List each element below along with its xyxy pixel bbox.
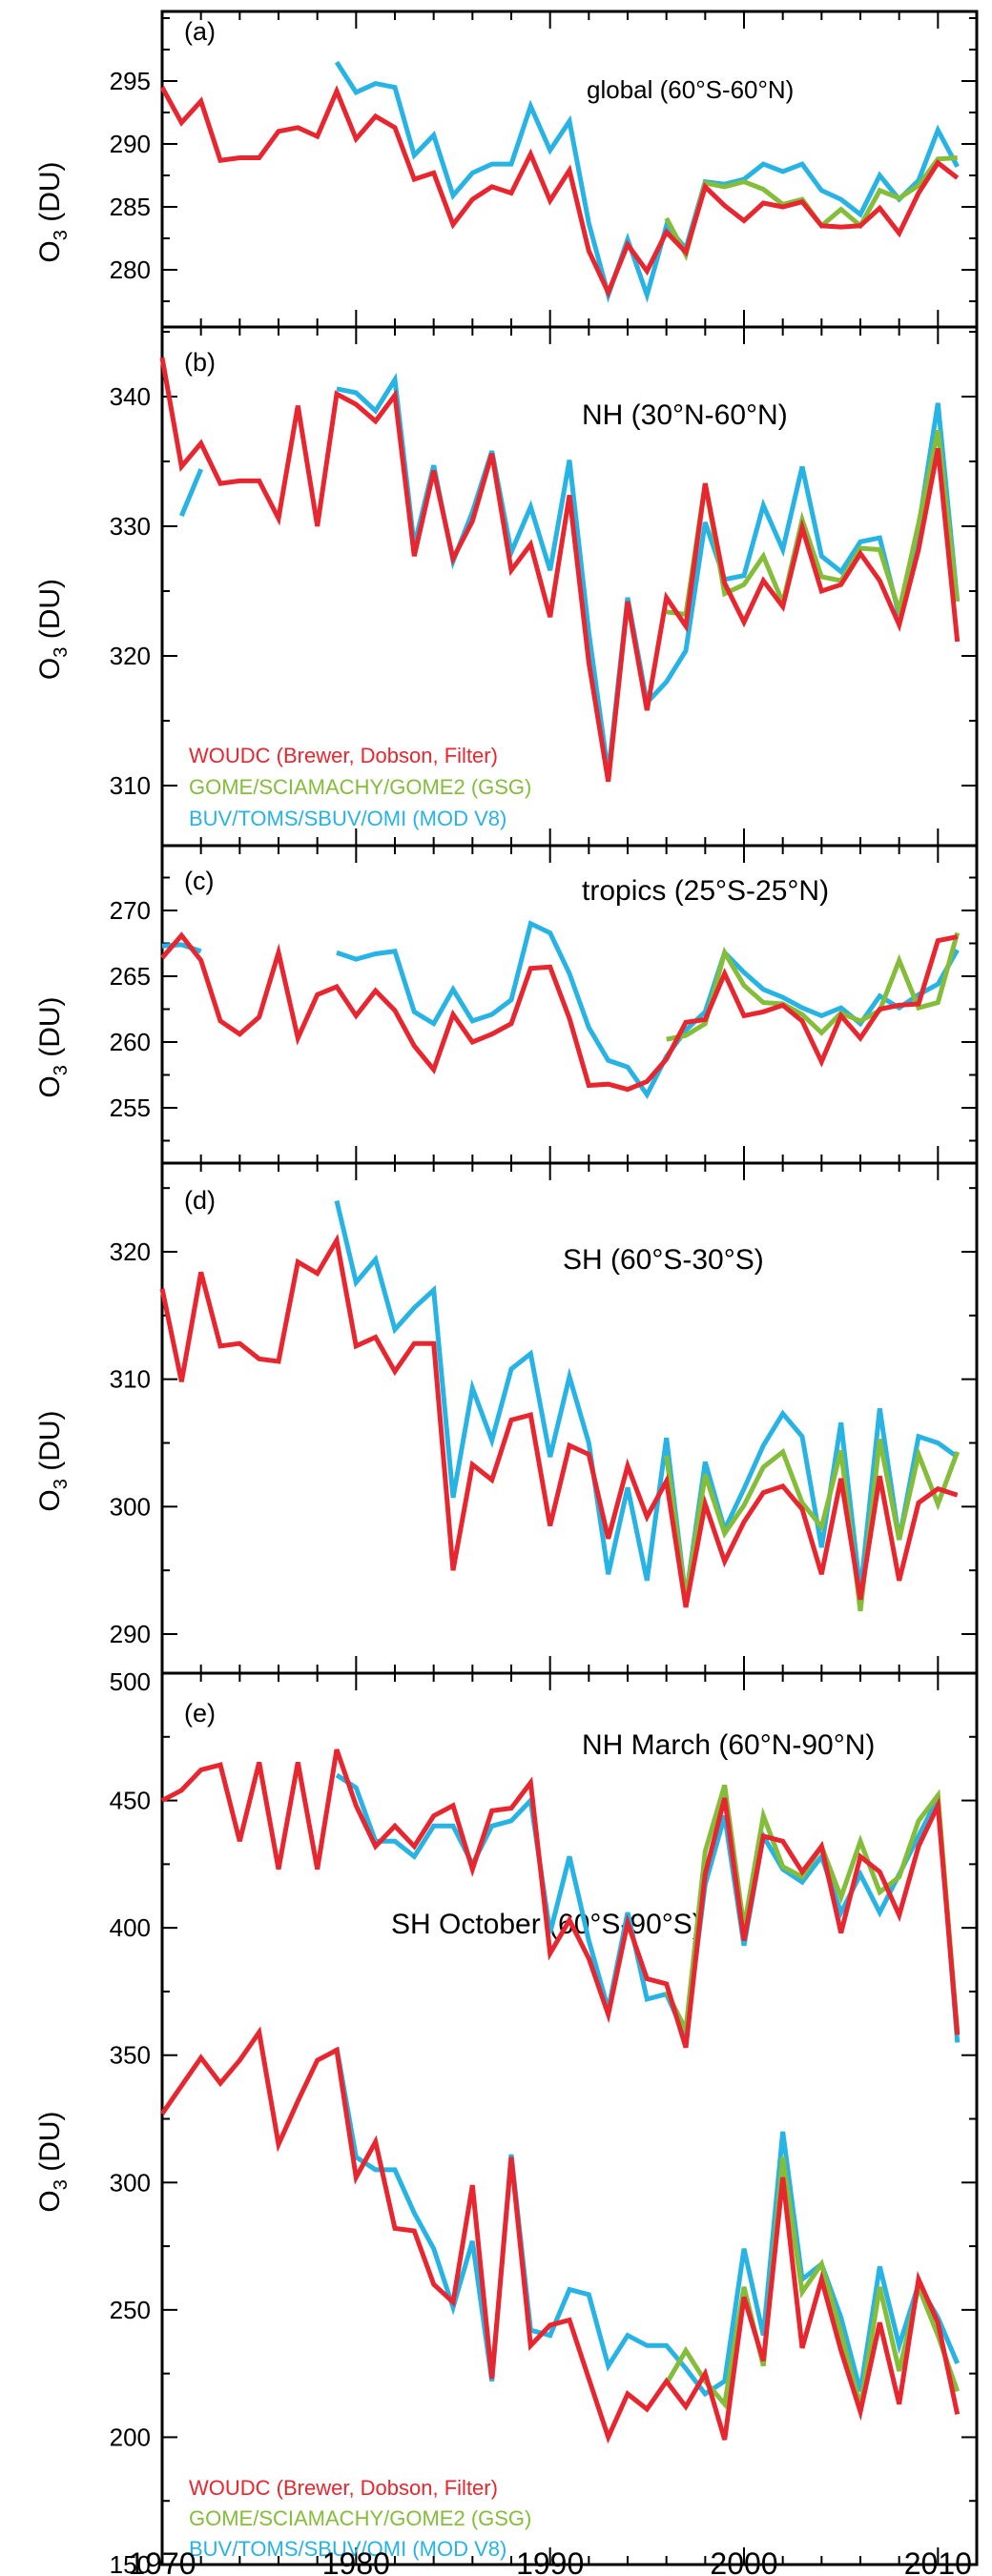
- panel-label: (b): [184, 348, 216, 377]
- series-line-woudc: [159, 2026, 961, 2444]
- legend-gsg: GOME/SCIAMACHY/GOME2 (GSG): [189, 2506, 531, 2530]
- y-axis-label: O3 (DU): [34, 161, 72, 262]
- legend-v8: BUV/TOMS/SBUV/OMI (MOD V8): [189, 807, 506, 830]
- series-line-woudc: [159, 85, 960, 299]
- panel-d: 290 300 310 320 O3 (DU) (d) SH (60°S-30°S): [34, 1161, 979, 1675]
- y-tick-label: 400: [110, 1913, 151, 1942]
- y-tick-label: 310: [110, 771, 151, 800]
- axes-frame: [160, 1161, 979, 1675]
- y-tick-label: 340: [110, 382, 151, 411]
- axes-frame: [160, 325, 979, 848]
- y-tick-label: 285: [110, 193, 151, 221]
- series-line-woudc: [159, 1233, 959, 1608]
- y-tick-label: 300: [110, 1492, 151, 1521]
- panel-label: (c): [184, 867, 214, 895]
- series-line-v8: [334, 2047, 961, 2398]
- y-axis-label: O3 (DU): [34, 996, 72, 1097]
- y-tick-label: 270: [110, 896, 151, 925]
- panel-label: (a): [184, 17, 216, 46]
- y-axis-label: O3 (DU): [34, 579, 72, 680]
- series-line-gsg: [664, 1439, 961, 1612]
- legend-woudc: WOUDC (Brewer, Dobson, Filter): [189, 744, 498, 767]
- panel-title: tropics (25°S-25°N): [582, 875, 829, 907]
- panel-c: 255 260 265 270 O3 (DU) (c) tropics (25°S-25°N…: [34, 844, 979, 1165]
- y-tick-label: 265: [110, 962, 151, 991]
- series-line-woudc: [160, 931, 959, 1093]
- y-tick-label: 320: [110, 1237, 151, 1266]
- axes-frame: [160, 844, 979, 1165]
- panel-title: NH (30°N-60°N): [582, 399, 788, 431]
- y-tick-label: 200: [110, 2423, 151, 2451]
- y-tick-label: 310: [110, 1365, 151, 1394]
- panel-b: 310 320 330 340 O3 (DU) (b) NH (30°N-60°N): [34, 325, 979, 848]
- series-line-v8: [334, 60, 960, 303]
- series-line-v8: [334, 1199, 960, 1599]
- legend-gsg: GOME/SCIAMACHY/GOME2 (GSG): [189, 775, 531, 799]
- y-tick-label: 295: [110, 67, 151, 95]
- x-tick-label: 1980: [322, 2546, 390, 2576]
- series-line-gsg: [666, 931, 961, 1042]
- legend: WOUDC (Brewer, Dobson, Filter) GOME/SCIAM…: [189, 2476, 531, 2561]
- y-tick-label: 320: [110, 642, 151, 670]
- series-line-woudc: [159, 357, 961, 783]
- y-tick-label: 150: [110, 2550, 151, 2576]
- y-axis-label: O3 (DU): [34, 2111, 72, 2212]
- x-tick-label: 2000: [710, 2546, 777, 2576]
- y-axis-label: O3 (DU): [34, 1410, 72, 1511]
- series-line-gsg: [664, 2157, 961, 2410]
- panel-label: (d): [184, 1186, 216, 1215]
- y-tick-label: 290: [110, 130, 151, 158]
- legend-woudc: WOUDC (Brewer, Dobson, Filter): [189, 2476, 498, 2500]
- series-line-woudc: [160, 1748, 961, 2049]
- y-tick-label: 280: [110, 256, 151, 284]
- y-tick-label: 350: [110, 2041, 151, 2070]
- axes-frame: [160, 1671, 979, 2566]
- panel-label: (e): [184, 1699, 216, 1728]
- panel-e: 150 200 250 300 350 400 450 500 O3 (DU) (e) NH Mar…: [34, 1667, 979, 2576]
- panel-a: 280 285 290 295 O3 (DU) (a) global (60°S-60°N): [34, 10, 979, 329]
- y-tick-label: 290: [110, 1620, 151, 1648]
- y-tick-label: 260: [110, 1028, 151, 1056]
- panel-title: SH (60°S-30°S): [563, 1244, 764, 1276]
- panel-title: global (60°S-60°N): [587, 75, 794, 104]
- legend: WOUDC (Brewer, Dobson, Filter) GOME/SCIAM…: [189, 744, 531, 830]
- y-tick-label: 330: [110, 512, 151, 541]
- y-tick-label: 255: [110, 1094, 151, 1122]
- legend-v8: BUV/TOMS/SBUV/OMI (MOD V8): [189, 2537, 506, 2561]
- panel-title: NH March (60°N-90°N): [582, 1729, 875, 1761]
- y-tick-label: 300: [110, 2168, 151, 2197]
- series-line-v8: [161, 920, 960, 1100]
- x-tick-label: 1970: [128, 2546, 196, 2576]
- y-tick-label: 450: [110, 1787, 151, 1815]
- y-tick-label: 500: [110, 1667, 151, 1696]
- x-tick-label: 2010: [904, 2546, 972, 2576]
- series-line-gsg: [664, 1784, 961, 2038]
- y-tick-label: 250: [110, 2296, 151, 2324]
- x-tick-label: 1990: [516, 2546, 584, 2576]
